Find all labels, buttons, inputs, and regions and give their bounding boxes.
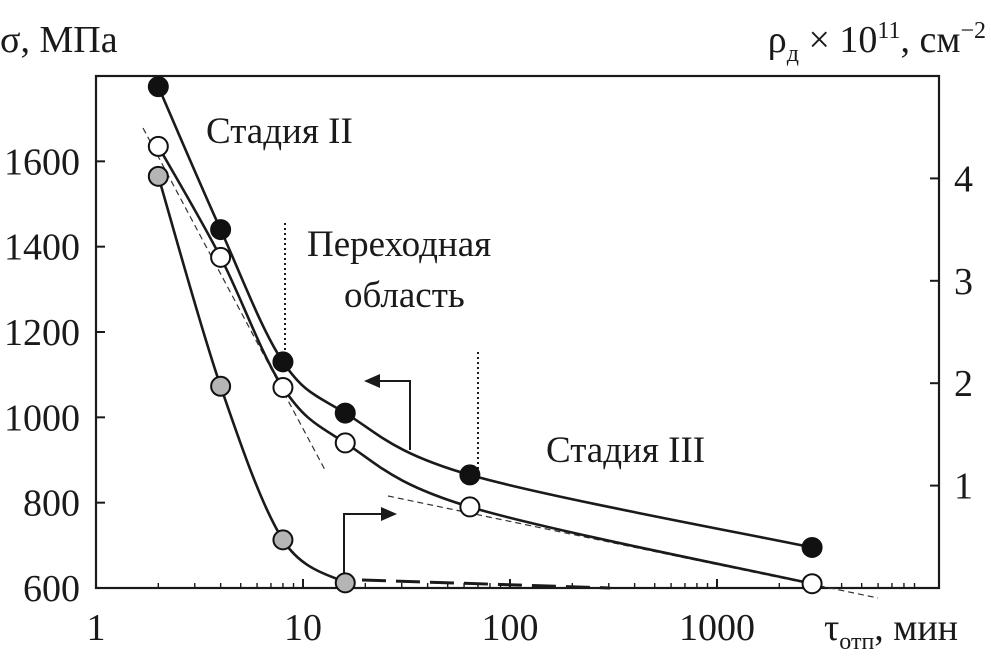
left-y-tick-label: 1400 xyxy=(4,227,80,269)
series-markers xyxy=(147,76,823,595)
stage2-tangent-line xyxy=(142,127,326,471)
right-y-ticks: 1 2 3 4 xyxy=(930,158,973,508)
left-y-tick-label: 1600 xyxy=(4,141,80,183)
x-tick-label: 10 xyxy=(284,607,322,649)
data-point-filled-gray xyxy=(147,165,169,187)
auxiliary-lines xyxy=(142,127,879,599)
right-y-tick-label: 1 xyxy=(954,466,973,508)
series-line-filled-black xyxy=(157,86,813,549)
data-point-open-white xyxy=(147,135,169,157)
arrow-to-left-axis xyxy=(378,380,411,450)
left-axis-label: σ, МПа xyxy=(0,19,118,61)
data-point-filled-black xyxy=(334,402,356,424)
x-tick-label: 1 xyxy=(87,607,106,649)
data-point-open-white xyxy=(459,496,481,518)
x-ticks: 1 10 100 1000 xyxy=(87,579,916,649)
data-point-open-white xyxy=(272,376,294,398)
stage2-annotation: Стадия II xyxy=(206,111,353,152)
data-point-open-white xyxy=(801,573,823,595)
arrow-to-right-axis-head xyxy=(381,507,397,521)
series-line-filled-gray xyxy=(157,175,346,584)
transition-annotation-line1: Переходная xyxy=(307,224,491,265)
x-axis-label: τотп, мин xyxy=(824,607,958,655)
left-y-tick-label: 600 xyxy=(23,568,80,610)
right-y-tick-label: 2 xyxy=(954,363,973,405)
x-tick-label: 100 xyxy=(482,607,539,649)
data-point-filled-black xyxy=(210,219,232,241)
left-y-tick-label: 1000 xyxy=(4,397,80,439)
data-point-filled-black xyxy=(147,76,169,98)
arrow-to-left-axis-head xyxy=(364,374,380,388)
left-y-ticks: 600 800 1000 1200 1400 1600 xyxy=(4,141,105,610)
stage3-annotation: Стадия III xyxy=(546,430,705,471)
gray-extrapolation-line xyxy=(361,578,611,590)
series-line-open-white xyxy=(157,145,813,586)
x-tick-label: 1000 xyxy=(679,607,755,649)
left-y-tick-label: 800 xyxy=(23,483,80,525)
series-curves xyxy=(157,86,813,586)
data-point-filled-gray xyxy=(334,572,356,594)
plot-frame xyxy=(94,74,941,590)
data-point-open-white xyxy=(210,246,232,268)
arrow-to-right-axis xyxy=(343,513,382,580)
right-y-tick-label: 3 xyxy=(954,261,973,303)
data-point-open-white xyxy=(334,432,356,454)
data-point-filled-gray xyxy=(272,529,294,551)
left-y-tick-label: 1200 xyxy=(4,312,80,354)
data-point-filled-black xyxy=(459,464,481,486)
data-point-filled-black xyxy=(801,536,823,558)
transition-annotation-line2: область xyxy=(344,275,465,316)
data-point-filled-black xyxy=(272,351,294,373)
data-point-filled-gray xyxy=(210,375,232,397)
right-axis-label: ρд × 1011, см−2 xyxy=(768,18,986,67)
right-y-tick-label: 4 xyxy=(954,158,973,200)
